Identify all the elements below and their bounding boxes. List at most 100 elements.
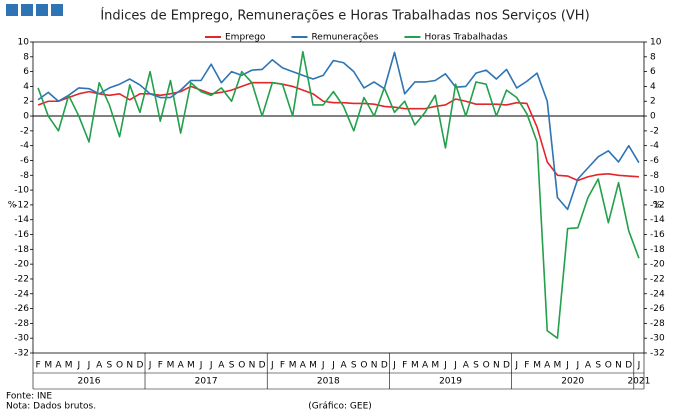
x-tick-label: A — [218, 361, 225, 371]
y2-tick-label: -18 — [650, 245, 665, 255]
y-tick-label: 2 — [23, 97, 29, 107]
y2-tick-label: -4 — [650, 141, 659, 151]
x-tick-label: M — [187, 361, 195, 371]
series-line — [37, 51, 640, 211]
y-tick-label: -24 — [14, 289, 29, 299]
x-tick-label: N — [249, 361, 256, 371]
y2-tick-label: 0 — [650, 112, 656, 122]
x-tick-label: O — [116, 361, 123, 371]
x-tick-label: J — [76, 361, 80, 371]
x-tick-label: O — [238, 361, 245, 371]
x-tick-label: M — [411, 361, 419, 371]
x-tick-label: M — [65, 361, 73, 371]
x-tick-label: A — [300, 361, 307, 371]
plot-frame — [32, 41, 645, 354]
x-tick-label: O — [483, 361, 490, 371]
x-tick-label: A — [341, 361, 348, 371]
y-tick-label: -10 — [14, 186, 29, 196]
x-tick-label: J — [270, 361, 274, 371]
y2-tick-label: 10 — [650, 38, 662, 48]
y-tick-label: 8 — [23, 52, 29, 62]
y-tick-label: 6 — [23, 67, 29, 77]
year-label: 2020 — [561, 377, 584, 387]
x-tick-label: A — [544, 361, 551, 371]
y-tick-label: -26 — [14, 304, 29, 314]
y-tick-label: -22 — [14, 274, 29, 284]
x-tick-label: D — [625, 361, 632, 371]
y2-tick-label: -28 — [650, 319, 665, 329]
logo-block — [21, 4, 33, 16]
y2-tick-label: -16 — [650, 230, 665, 240]
y-tick-label: -6 — [20, 156, 29, 166]
x-tick-label: J — [148, 361, 152, 371]
x-tick-label: M — [309, 361, 317, 371]
y-tick-label: 4 — [23, 82, 29, 92]
y2-tick-label: -20 — [650, 260, 665, 270]
y2-tick-label: -22 — [650, 274, 665, 284]
x-tick-label: J — [514, 361, 518, 371]
year-label: 2019 — [439, 377, 462, 387]
year-label: 2018 — [317, 377, 340, 387]
x-tick-label: A — [55, 361, 62, 371]
y2-tick-label: -12 — [650, 200, 665, 210]
x-tick-label: M — [554, 361, 562, 371]
y2-tick-label: 4 — [650, 82, 656, 92]
x-tick-label: A — [422, 361, 429, 371]
x-tick-label: N — [371, 361, 378, 371]
x-tick-label: M — [289, 361, 297, 371]
x-tick-label: D — [503, 361, 510, 371]
x-tick-label: J — [209, 361, 213, 371]
x-tick-label: J — [637, 361, 641, 371]
x-tick-label: N — [126, 361, 133, 371]
source: Fonte: INE — [6, 392, 52, 402]
x-tick-label: S — [595, 361, 601, 371]
x-tick-label: F — [524, 361, 529, 371]
x-tick-label: J — [199, 361, 203, 371]
x-tick-label: J — [87, 361, 91, 371]
credit: (Gráfico: GEE) — [308, 402, 372, 412]
x-tick-label: M — [533, 361, 541, 371]
y2-tick-label: -30 — [650, 334, 665, 344]
x-tick-label: F — [158, 361, 163, 371]
x-tick-label: N — [493, 361, 500, 371]
legend-label: Horas Trabalhadas — [424, 33, 508, 43]
y-tick-label: 10 — [18, 38, 30, 48]
y-tick-label: -2 — [20, 126, 29, 136]
x-tick-label: S — [229, 361, 235, 371]
x-tick-label: D — [381, 361, 388, 371]
x-tick-label: D — [259, 361, 266, 371]
y2-tick-label: -32 — [650, 349, 665, 359]
y2-tick-label: -6 — [650, 156, 659, 166]
logo-block — [36, 4, 48, 16]
y-tick-label: -28 — [14, 319, 29, 329]
y-tick-label: -32 — [14, 349, 29, 359]
y2-tick-label: -24 — [650, 289, 665, 299]
year-label: 2016 — [78, 377, 101, 387]
logo-block — [51, 4, 63, 16]
y2-tick-label: -8 — [650, 171, 659, 181]
y2-tick-label: 6 — [650, 67, 656, 77]
x-tick-label: F — [280, 361, 285, 371]
x-tick-label: J — [321, 361, 325, 371]
x-tick-label: O — [605, 361, 612, 371]
year-label: 2017 — [195, 377, 218, 387]
note: Nota: Dados brutos. — [6, 402, 96, 412]
y2-tick-label: -10 — [650, 186, 665, 196]
x-tick-label: A — [585, 361, 592, 371]
chart-title: Índices de Emprego, Remunerações e Horas… — [100, 8, 589, 24]
y2-tick-label: 8 — [650, 52, 656, 62]
x-tick-label: S — [351, 361, 357, 371]
y2-tick-label: 2 — [650, 97, 656, 107]
logo-block — [6, 4, 18, 16]
x-tick-label: M — [431, 361, 439, 371]
x-tick-label: M — [44, 361, 52, 371]
x-tick-label: A — [96, 361, 103, 371]
y-tick-label: -4 — [20, 141, 29, 151]
y2-tick-label: -26 — [650, 304, 665, 314]
x-tick-label: S — [107, 361, 113, 371]
y-tick-label: 0 — [23, 112, 29, 122]
y2-axis-label: % — [653, 201, 662, 211]
x-tick-label: A — [178, 361, 185, 371]
x-tick-label: J — [392, 361, 396, 371]
